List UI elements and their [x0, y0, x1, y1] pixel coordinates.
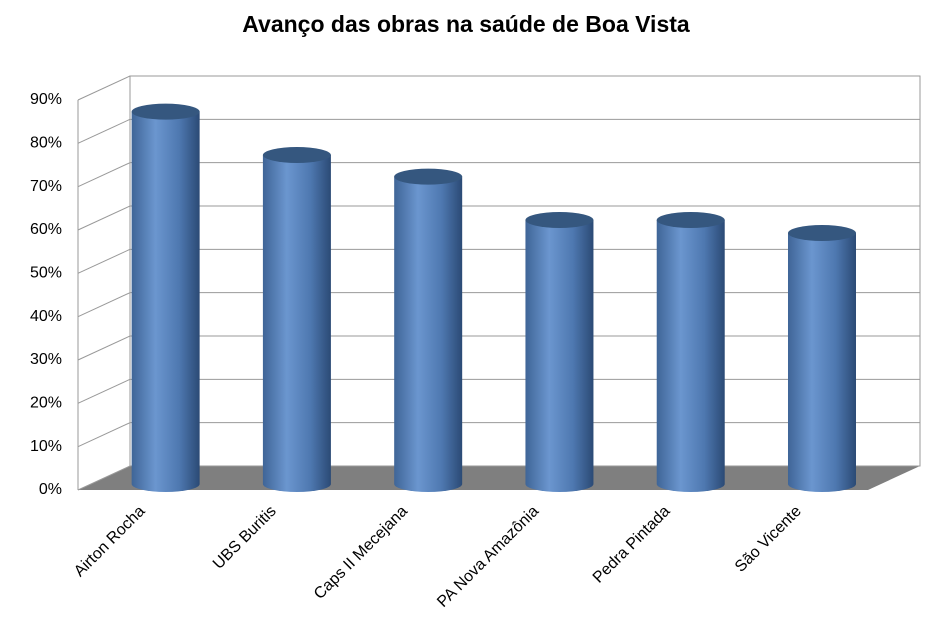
grid-line — [77, 118, 131, 144]
y-tick-label: 50% — [30, 265, 62, 282]
bar-body — [656, 220, 725, 492]
chart-title: Avanço das obras na saúde de Boa Vista — [242, 11, 690, 37]
grid-line — [77, 75, 131, 101]
y-tick-label: 10% — [30, 438, 62, 455]
y-tick-label: 80% — [30, 135, 62, 152]
x-tick-label: Pedra Pintada — [590, 503, 674, 587]
grid-line — [77, 248, 131, 274]
bar-top — [394, 168, 463, 185]
bar-body — [525, 220, 594, 492]
bar — [394, 168, 463, 492]
bar-body — [394, 176, 463, 492]
x-tick-label: Airton Rocha — [71, 503, 148, 580]
bar — [131, 103, 200, 493]
grid-line — [77, 162, 131, 188]
bar-top — [131, 103, 200, 120]
grid-line — [77, 465, 131, 491]
grid-line — [77, 292, 131, 318]
bar-top — [262, 147, 331, 163]
bar-top — [787, 225, 856, 241]
bar — [525, 212, 594, 492]
bar — [262, 147, 331, 492]
x-tick-label: PA Nova Amazônia — [434, 503, 542, 611]
bar-top — [525, 212, 594, 228]
y-tick-label: 90% — [30, 91, 62, 108]
x-tick-label: Caps II Mecejana — [311, 503, 411, 603]
bar-body — [787, 233, 856, 492]
y-tick-label: 70% — [30, 178, 62, 195]
y-tick-label: 20% — [30, 395, 62, 412]
bar-body — [131, 111, 200, 493]
y-tick-label: 60% — [30, 221, 62, 238]
y-tick-label: 0% — [39, 481, 62, 498]
bar — [787, 225, 856, 492]
y-tick-label: 30% — [30, 351, 62, 368]
bar-top — [656, 212, 725, 228]
bar-body — [262, 155, 331, 492]
grid-line — [77, 422, 131, 448]
y-tick-label: 40% — [30, 308, 62, 325]
x-tick-label: UBS Buritis — [210, 503, 280, 573]
x-tick-label: São Vicente — [732, 503, 805, 576]
grid-line — [77, 335, 131, 361]
grid-line — [77, 378, 131, 404]
grid-line — [77, 205, 131, 231]
bar — [656, 212, 725, 492]
